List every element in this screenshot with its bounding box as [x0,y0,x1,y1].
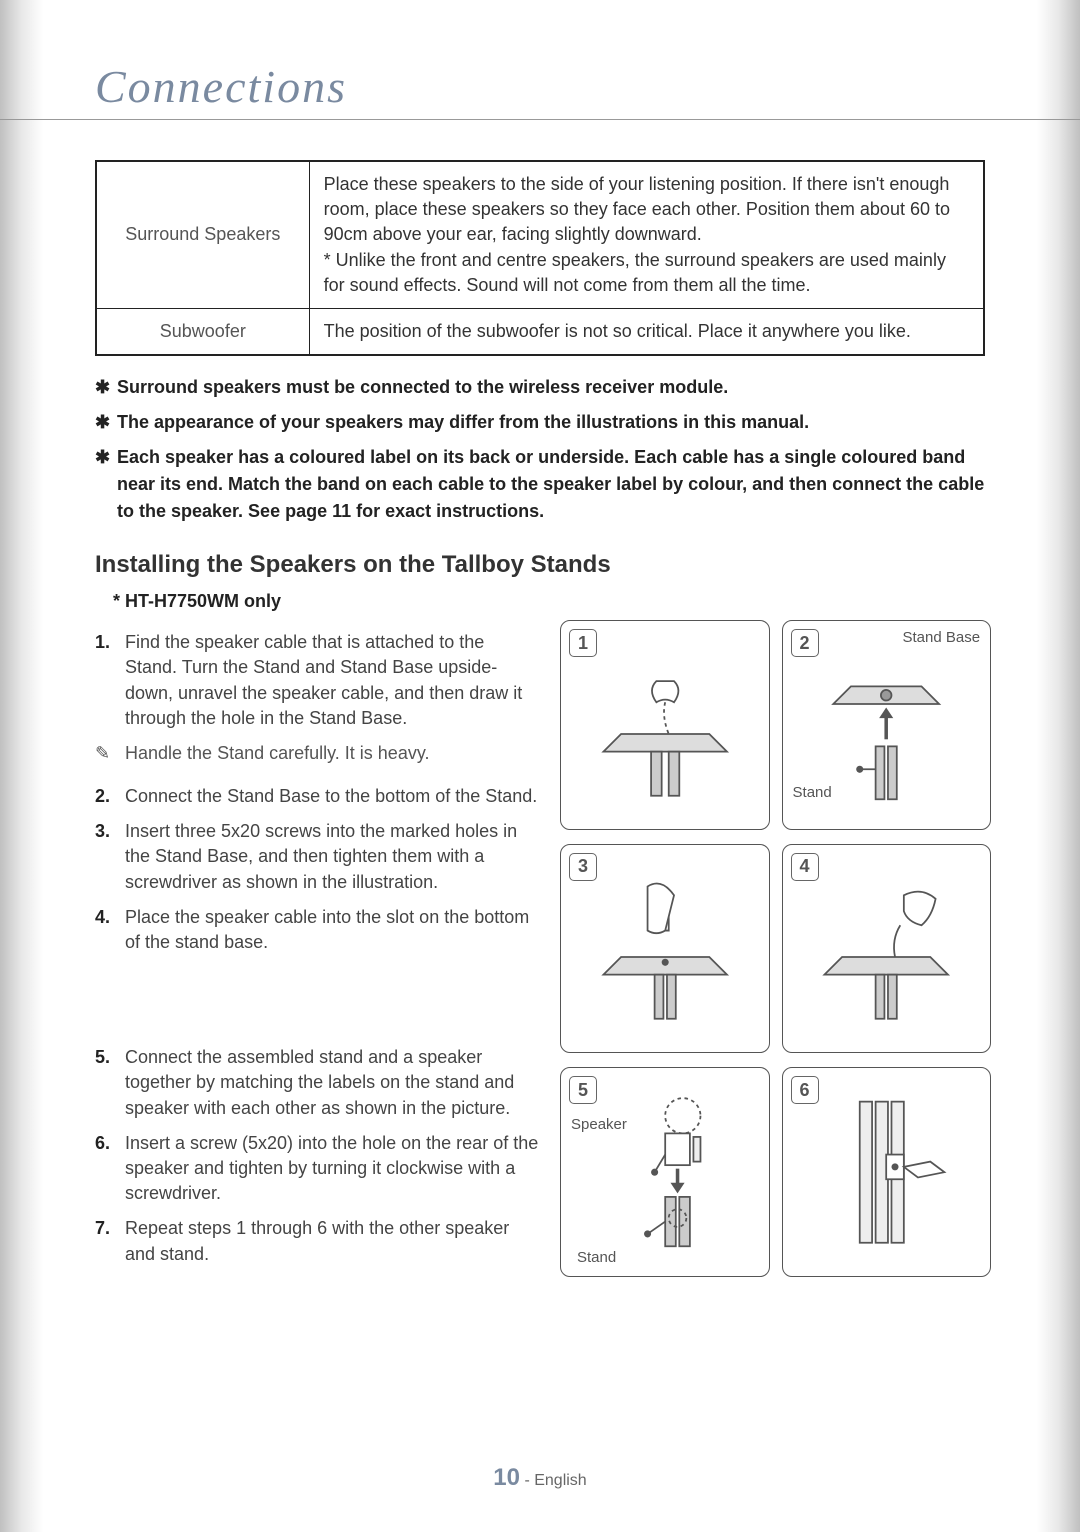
diagram-label: Speaker [571,1116,627,1133]
diagram-label: Stand [577,1249,616,1266]
step-text: Find the speaker cable that is attached … [125,630,540,731]
hand-note-text: Handle the Stand carefully. It is heavy. [125,741,430,766]
step-item: 4. Place the speaker cable into the slot… [95,905,540,955]
diagram-svg [577,1084,753,1260]
step-number: 6. [95,1131,125,1207]
steps-column: 1. Find the speaker cable that is attach… [95,620,540,1277]
table-row: Subwoofer The position of the subwoofer … [96,308,984,355]
panel-badge: 6 [791,1076,819,1104]
step-item: 5. Connect the assembled stand and a spe… [95,1045,540,1121]
speaker-table: Surround Speakers Place these speakers t… [95,160,985,356]
panel-badge: 2 [791,629,819,657]
install-body: 1. Find the speaker cable that is attach… [95,620,985,1277]
step-number: 4. [95,905,125,955]
step-number: 7. [95,1216,125,1266]
diagram-svg [577,860,753,1036]
step-text: Place the speaker cable into the slot on… [125,905,540,955]
asterisk-icon: ✱ [95,444,117,525]
note-text: Surround speakers must be connected to t… [117,374,728,401]
diagram-svg [577,637,753,813]
asterisk-icon: ✱ [95,374,117,401]
diagram-svg [798,860,974,1036]
step-item: 7. Repeat steps 1 through 6 with the oth… [95,1216,540,1266]
subheading: Installing the Speakers on the Tallboy S… [95,551,985,579]
asterisk-icon: ✱ [95,409,117,436]
note-item: ✱ The appearance of your speakers may di… [95,409,985,436]
title-band: Connections [0,50,1080,120]
diagram-label: Stand [793,784,832,801]
step-number: 1. [95,630,125,731]
table-row: Surround Speakers Place these speakers t… [96,161,984,308]
step-number: 3. [95,819,125,895]
diagram-panel-4: 4 [782,844,992,1054]
step-item: 1. Find the speaker cable that is attach… [95,630,540,731]
step-item: 6. Insert a screw (5x20) into the hole o… [95,1131,540,1207]
hand-note: ✎ Handle the Stand carefully. It is heav… [95,741,540,766]
step-number: 2. [95,784,125,809]
step-text: Insert three 5x20 screws into the marked… [125,819,540,895]
panel-badge: 3 [569,853,597,881]
diagram-label: Stand Base [903,629,981,646]
page-title: Connections [95,60,347,113]
page-footer: 10 - English [0,1464,1080,1492]
note-text: Each speaker has a coloured label on its… [117,444,985,525]
diagram-panel-6: 6 [782,1067,992,1277]
step-text: Repeat steps 1 through 6 with the other … [125,1216,540,1266]
note-item: ✱ Each speaker has a coloured label on i… [95,444,985,525]
model-note: * HT-H7750WM only [95,591,985,612]
hand-icon: ✎ [95,741,125,766]
diagram-panel-3: 3 [560,844,770,1054]
diagram-svg [798,1084,974,1260]
step-text: Connect the assembled stand and a speake… [125,1045,540,1121]
note-item: ✱ Surround speakers must be connected to… [95,374,985,401]
row-label-surround: Surround Speakers [96,161,309,308]
panel-badge: 4 [791,853,819,881]
step-item: 3. Insert three 5x20 screws into the mar… [95,819,540,895]
footer-sep: - [524,1472,534,1489]
footer-lang: English [534,1472,586,1489]
diagram-panel-1: 1 [560,620,770,830]
step-item: 2. Connect the Stand Base to the bottom … [95,784,540,809]
panel-badge: 5 [569,1076,597,1104]
row-text-subwoofer: The position of the subwoofer is not so … [309,308,984,355]
page-number: 10 [493,1464,520,1491]
step-number: 5. [95,1045,125,1121]
diagrams-grid: 1 2 Stand Base Stand [560,620,985,1277]
diagram-panel-2: 2 Stand Base Stand [782,620,992,830]
page: Connections Surround Speakers Place thes… [0,0,1080,1532]
content-area: Surround Speakers Place these speakers t… [0,120,1080,1277]
row-label-subwoofer: Subwoofer [96,308,309,355]
note-text: The appearance of your speakers may diff… [117,409,809,436]
step-text: Insert a screw (5x20) into the hole on t… [125,1131,540,1207]
panel-badge: 1 [569,629,597,657]
diagram-panel-5: 5 Speaker Stand [560,1067,770,1277]
notes-list: ✱ Surround speakers must be connected to… [95,374,985,525]
step-text: Connect the Stand Base to the bottom of … [125,784,537,809]
row-text-surround: Place these speakers to the side of your… [309,161,984,308]
